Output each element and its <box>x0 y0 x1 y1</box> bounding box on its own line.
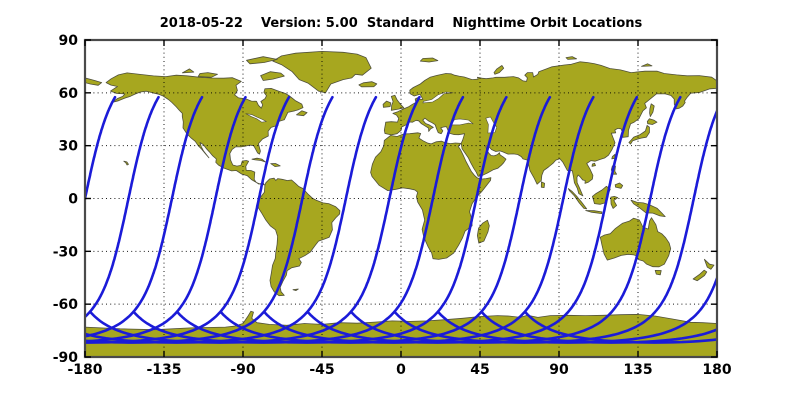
x-tick-label: 90 <box>549 362 569 378</box>
orbit-track <box>480 311 717 344</box>
x-tick-label: 135 <box>623 362 652 378</box>
land-iceland <box>358 81 378 88</box>
x-tick-label: -180 <box>67 362 102 378</box>
orbit-track <box>306 95 639 344</box>
orbit-track <box>176 95 508 344</box>
y-tick-label: 0 <box>68 192 78 208</box>
land-java <box>585 210 603 214</box>
land-south-america <box>257 177 341 297</box>
land-greenland <box>272 51 372 94</box>
x-tick-label: -45 <box>309 362 334 378</box>
orbit-track <box>219 95 552 344</box>
land-hawaii <box>123 160 129 166</box>
land-north-america <box>105 72 304 186</box>
x-tick-label: -135 <box>146 362 181 378</box>
land-newfoundland <box>296 110 308 117</box>
orbit-track <box>524 311 717 344</box>
orbit-track <box>85 95 378 344</box>
land-africa <box>370 132 492 260</box>
x-tick-label: -90 <box>230 362 256 378</box>
land-nz-south-island <box>692 269 708 282</box>
land-severnaya-zemlya <box>565 56 577 60</box>
land-new-siberian-islands <box>641 63 653 67</box>
land-madagascar <box>477 219 490 244</box>
orbit-track <box>132 95 465 344</box>
orbit-track <box>263 95 595 344</box>
y-tick-label: 90 <box>59 33 79 49</box>
x-tick-label: 180 <box>702 362 731 378</box>
x-tick-label: 45 <box>470 362 489 378</box>
orbit-track <box>85 95 117 205</box>
x-tick-label: 0 <box>396 362 406 378</box>
y-tick-label: -90 <box>53 350 79 366</box>
land-hispaniola <box>270 163 281 167</box>
land-taiwan <box>611 153 616 160</box>
land-sri-lanka <box>540 181 545 188</box>
land-eurasia <box>383 61 717 197</box>
orbit-track <box>85 95 291 344</box>
land-novaya-zemlya <box>493 65 505 75</box>
land-great-britain <box>390 94 405 111</box>
land-svalbard <box>419 57 439 63</box>
land-hokkaido <box>646 118 658 125</box>
land-nz-north-island <box>704 258 715 270</box>
orbit-track <box>350 95 682 344</box>
land-chukotka-west-of-dateline <box>85 77 103 86</box>
y-axis-labels: 90 60 30 0 -30 -60 -90 <box>53 33 79 366</box>
axis-ticks <box>84 39 718 358</box>
land-victoria-island <box>197 72 218 78</box>
y-tick-label: 60 <box>59 86 79 102</box>
orbit-tracks <box>85 95 717 344</box>
water-baltic-sea <box>422 91 454 104</box>
orbit-track <box>89 95 421 344</box>
land-hainan <box>591 162 596 167</box>
y-tick-label: -60 <box>53 297 79 313</box>
land-australia <box>599 217 672 268</box>
land-cuba <box>251 157 266 163</box>
land-falklands <box>292 288 299 291</box>
land-banks-island <box>182 68 195 74</box>
water-black-sea <box>450 118 474 126</box>
land-sumatra <box>567 188 588 210</box>
chart-title: 2018-05-22 Version: 5.00 Standard Nightt… <box>160 16 643 31</box>
land-honshu <box>628 125 650 145</box>
land-tasmania <box>654 270 662 276</box>
land-ellesmere-island <box>246 56 278 65</box>
orbit-track <box>85 95 247 343</box>
water-great-lakes <box>245 113 268 123</box>
orbit-track <box>393 107 717 344</box>
y-tick-label: -30 <box>53 244 79 260</box>
orbit-track <box>85 95 160 319</box>
land-sulawesi <box>610 196 619 209</box>
orbit-track <box>85 95 334 344</box>
land-baffin-island <box>260 71 285 81</box>
land-sakhalin <box>649 103 655 117</box>
orbit-track <box>85 95 204 338</box>
land-mindanao <box>614 182 624 189</box>
x-axis-labels: -180 -135 -90 -45 0 45 90 135 180 <box>67 362 731 378</box>
y-tick-label: 30 <box>59 139 79 155</box>
orbit-track <box>437 274 717 344</box>
land-ireland <box>382 100 392 108</box>
